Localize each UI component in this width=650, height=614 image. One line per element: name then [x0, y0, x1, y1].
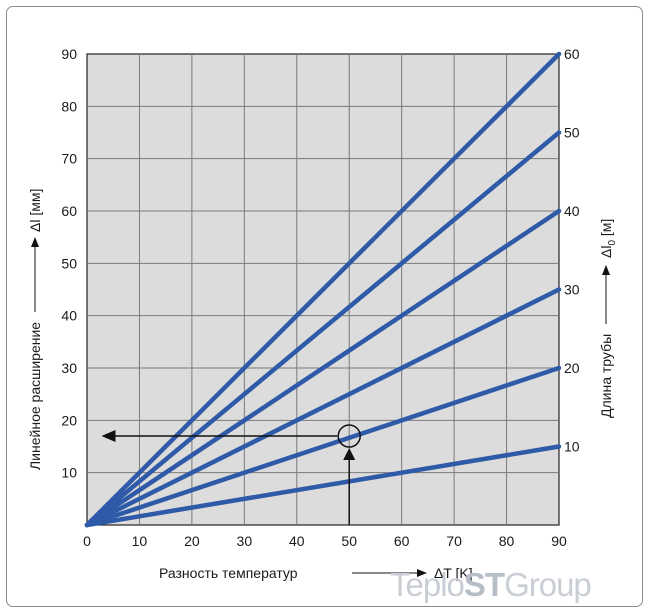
y-right-axis-label: Длина трубы [598, 334, 614, 418]
y-left-tick-label: 60 [61, 203, 77, 219]
series-line-20 [84, 365, 562, 528]
y-right-tick-label: 40 [564, 203, 580, 219]
example-marker-circle [337, 424, 361, 448]
x-tick-label: 10 [132, 533, 148, 549]
series-line-10 [84, 444, 562, 528]
series-line-50 [84, 130, 562, 528]
x-tick-label: 40 [289, 533, 305, 549]
y-left-ticks: 10 20 30 40 50 60 70 80 90 [61, 46, 77, 481]
x-axis-unit: ΔT [K] [434, 565, 473, 581]
y-right-ticks: 10 20 30 40 50 60 [564, 46, 580, 455]
series-lines [84, 51, 562, 528]
y-left-axis-label: Линейное расширение [27, 322, 43, 470]
x-tick-label: 20 [184, 533, 200, 549]
y-right-tick-label: 30 [564, 282, 580, 298]
example-reading [101, 424, 361, 525]
y-left-tick-label: 30 [61, 360, 77, 376]
y-right-tick-label: 60 [564, 46, 580, 62]
example-up-arrow [343, 448, 356, 461]
watermark-teplo: Teplo [390, 566, 465, 603]
y-left-tick-label: 80 [61, 98, 77, 114]
x-tick-label: 60 [394, 533, 410, 549]
x-ticks: 0 10 20 30 40 50 60 70 80 90 [83, 533, 567, 549]
y-left-axis-unit: Δl [мм] [27, 189, 43, 232]
y-right-tick-label: 50 [564, 125, 580, 141]
watermark-st: ST [463, 566, 505, 603]
y-left-tick-label: 70 [61, 151, 77, 167]
y-right-axis-unit-bracket: [м] [598, 219, 614, 240]
y-left-tick-label: 50 [61, 255, 77, 271]
x-axis-label: Разность температур [159, 565, 298, 581]
x-tick-label: 70 [446, 533, 462, 549]
y-right-axis-unit: Δl [598, 246, 614, 258]
y-right-axis-unit-subscript: 0 [607, 240, 618, 246]
series-line-30 [84, 287, 562, 528]
x-tick-label: 0 [83, 533, 91, 549]
y-left-tick-label: 20 [61, 412, 77, 428]
x-tick-label: 30 [237, 533, 253, 549]
x-tick-label: 90 [551, 533, 567, 549]
chart-frame [6, 6, 643, 607]
x-tick-label: 50 [341, 533, 357, 549]
series-line-40 [84, 208, 562, 528]
y-left-tick-label: 40 [61, 308, 77, 324]
x-tick-label: 80 [499, 533, 515, 549]
example-left-arrow [101, 430, 116, 443]
watermark-group: Group [504, 566, 592, 603]
y-right-tick-label: 20 [564, 360, 580, 376]
y-left-tick-label: 90 [61, 46, 77, 62]
series-line-60 [84, 51, 562, 528]
svg-text:Δl0 [м]: Δl0 [м] [598, 219, 618, 258]
watermark-logo: TeploSTGroup [390, 566, 592, 604]
y-left-tick-label: 10 [61, 465, 77, 481]
y-right-tick-label: 10 [564, 439, 580, 455]
